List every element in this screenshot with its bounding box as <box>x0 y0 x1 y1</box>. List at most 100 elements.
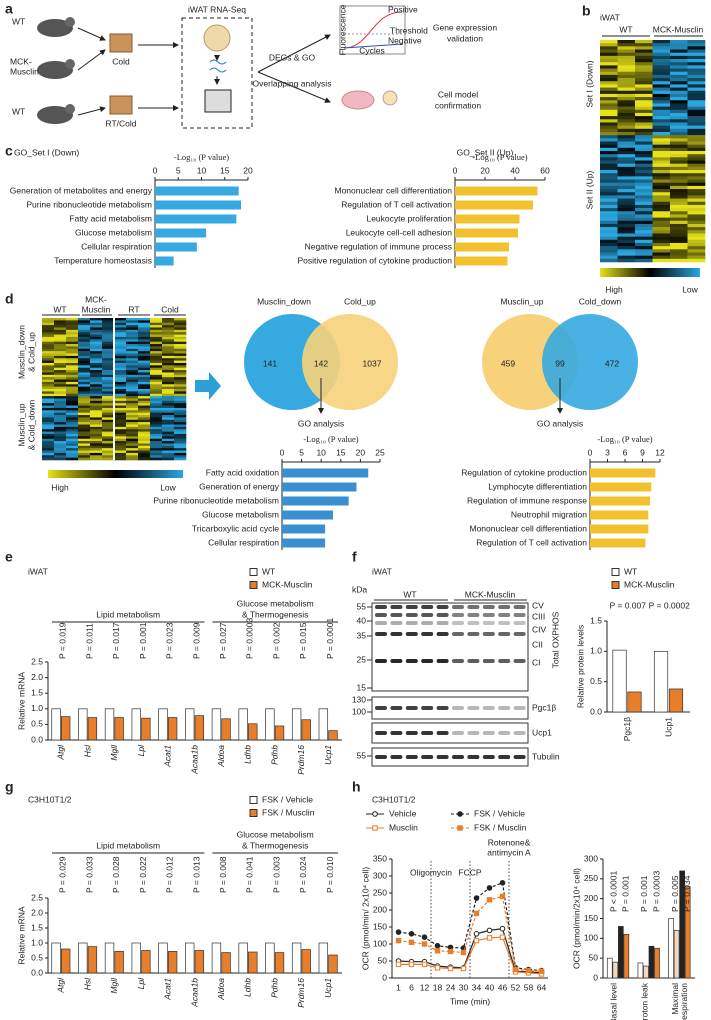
heatmap-cell <box>78 336 91 340</box>
heatmap-cell <box>114 384 127 387</box>
heatmap-cell <box>162 415 175 418</box>
bar <box>627 691 642 713</box>
heatmap-cell <box>162 431 175 435</box>
heatmap-cell <box>66 415 79 418</box>
heatmap-cell <box>102 325 115 328</box>
mw-marker: 40 <box>357 615 367 625</box>
heatmap-cell <box>670 46 688 50</box>
heatmap-cell <box>162 332 175 335</box>
point <box>525 967 532 974</box>
heatmap-cell <box>652 49 671 53</box>
bar <box>51 942 61 974</box>
heatmap-cell <box>635 198 653 203</box>
heatmap-cell <box>102 438 115 442</box>
heatmap-cell <box>617 100 636 104</box>
heatmap-cell <box>126 381 139 385</box>
bar <box>673 930 680 979</box>
heatmap-cell <box>126 412 139 416</box>
band <box>375 706 387 710</box>
bar <box>167 951 178 974</box>
heatmap-cell <box>174 355 187 359</box>
heatmap-cell <box>126 355 139 359</box>
bar <box>668 918 674 979</box>
heatmap-cell <box>138 353 151 357</box>
heatmap-cell <box>162 391 175 395</box>
heatmap-cell <box>670 198 688 203</box>
heatmap-cell <box>162 433 175 437</box>
bar <box>274 952 285 974</box>
bar <box>114 951 124 974</box>
heatmap-cell <box>652 173 671 177</box>
heatmap-cell <box>66 405 79 409</box>
heatmap-cell <box>78 322 91 326</box>
bar <box>606 957 613 979</box>
heatmap-cell <box>150 336 163 340</box>
heatmap-cell <box>652 93 671 98</box>
band <box>452 755 464 759</box>
heatmap-cell <box>150 436 163 439</box>
heatmap-cell <box>42 398 55 402</box>
heatmap-cell <box>652 40 671 44</box>
heatmap-cell <box>617 242 636 247</box>
heatmap-cell <box>78 445 91 449</box>
heatmap-cell <box>600 230 618 234</box>
heatmap-cell <box>150 351 163 354</box>
heatmap-cell <box>617 214 636 218</box>
x-tick-label: 60 <box>540 165 550 175</box>
heatmap-cell <box>162 445 175 449</box>
heatmap-cell <box>162 393 175 397</box>
heatmap-cell <box>670 144 688 149</box>
heatmap-cell <box>54 374 67 378</box>
heatmap-cell <box>670 40 688 44</box>
complex-label: CI <box>532 657 541 667</box>
heatmap-cell <box>138 426 151 430</box>
point <box>486 935 493 941</box>
heatmap-cell <box>635 40 653 44</box>
bar <box>238 708 248 741</box>
heatmap-cell <box>90 426 103 430</box>
heatmap-cell <box>150 370 163 373</box>
bar <box>318 942 329 974</box>
heatmap-cell <box>54 346 67 350</box>
heatmap-cell <box>102 374 115 378</box>
heatmap-cell <box>600 236 618 241</box>
venn-title: Cold_down <box>579 296 622 306</box>
heatmap-cell <box>617 71 636 76</box>
heatmap-cell <box>102 405 115 409</box>
heatmap-cell <box>138 358 151 361</box>
heatmap-cell <box>150 431 163 435</box>
heatmap-cell <box>652 74 671 79</box>
qpcr-label: Positive <box>388 4 418 14</box>
point <box>421 941 428 947</box>
heatmap-cell <box>54 398 67 402</box>
heatmap-cell <box>652 103 671 107</box>
heatmap-cell <box>66 384 79 387</box>
panel-label: g <box>5 779 14 795</box>
y-tick-label: 150 <box>373 921 387 931</box>
heatmap-cell <box>78 389 91 392</box>
heatmap-cell <box>652 62 671 66</box>
heatmap-cell <box>687 227 706 231</box>
x-tick-label: 40 <box>485 982 495 992</box>
x-tick-label: 0 <box>588 447 593 457</box>
y-tick-label: 150 <box>584 913 598 923</box>
heatmap-cell <box>102 365 115 368</box>
heatmap-cell <box>150 457 163 461</box>
heatmap-cell <box>102 403 115 406</box>
category-label: Mononuclear cell differentiation <box>470 523 588 533</box>
heatmap-cell <box>126 372 139 376</box>
heatmap-cell <box>150 358 163 361</box>
x-tick-label: 24 <box>446 982 456 992</box>
heatmap-cell <box>102 436 115 439</box>
heatmap-cell <box>54 318 67 321</box>
heatmap-cell <box>126 436 139 439</box>
heatmap-cell <box>102 393 115 397</box>
heatmap-cell <box>635 151 653 155</box>
heatmap-cell <box>652 227 671 231</box>
heatmap-cell <box>174 455 187 458</box>
heatmap-cell <box>617 68 636 73</box>
heatmap-cell <box>635 97 653 101</box>
legend-swatch <box>249 796 258 804</box>
heatmap-cell <box>126 334 139 338</box>
band <box>421 659 434 663</box>
